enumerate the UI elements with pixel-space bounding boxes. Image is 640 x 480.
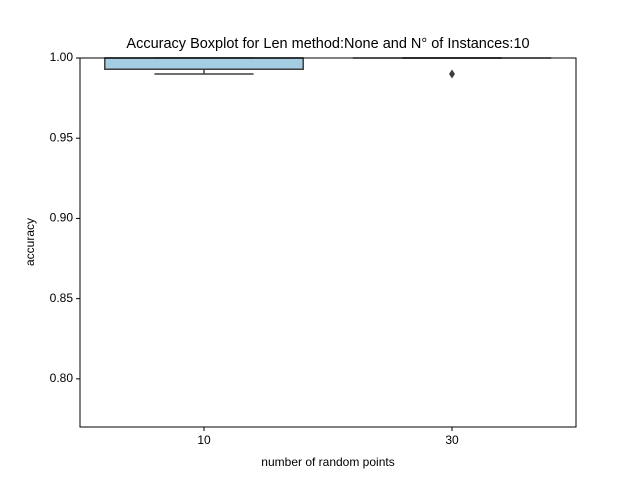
y-axis-label: accuracy [23,218,37,266]
chart-title: Accuracy Boxplot for Len method:None and… [126,36,529,52]
plot-frame [79,57,577,428]
x-tick-label: 10 [197,433,211,447]
y-tick-label: 0.80 [50,371,74,385]
y-tick-label: 0.85 [50,291,74,305]
x-axis-label: number of random points [261,455,394,469]
y-tick-label: 1.00 [50,50,74,64]
outlier [449,69,455,79]
y-tick-label: 0.95 [50,130,74,144]
x-tick-label: 30 [445,433,459,447]
box [104,57,304,70]
y-tick-label: 0.90 [50,211,74,225]
